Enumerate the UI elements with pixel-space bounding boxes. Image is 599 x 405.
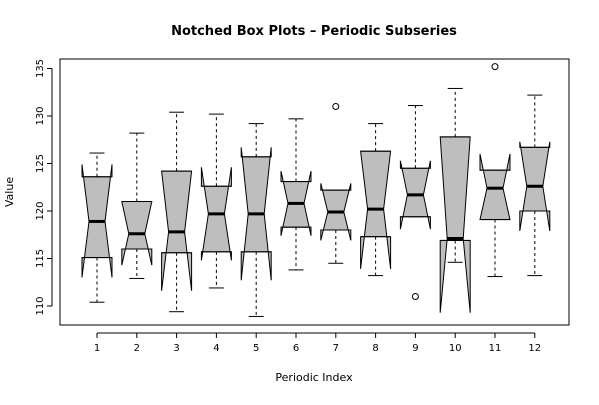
box-2 <box>121 132 153 279</box>
x-tick-label: 11 <box>489 343 502 354</box>
box-8 <box>360 123 392 277</box>
x-tick-label: 1 <box>94 343 100 354</box>
y-tick-label: 130 <box>35 106 46 125</box>
outlier-point <box>332 103 340 110</box>
box-6 <box>280 118 312 271</box>
x-tick-label: 7 <box>333 343 339 354</box>
x-axis-label: Periodic Index <box>275 371 353 384</box>
y-tick-label: 120 <box>35 201 46 220</box>
x-tick-label: 9 <box>412 343 418 354</box>
box-9 <box>399 105 431 300</box>
y-tick-label: 125 <box>35 154 46 173</box>
box-11 <box>479 63 511 278</box>
y-axis: 110 115 120 125 130 135 <box>35 59 53 316</box>
x-tick-label: 4 <box>213 343 219 354</box>
x-tick-label: 2 <box>134 343 140 354</box>
y-tick-label: 115 <box>35 249 46 268</box>
box-1 <box>81 152 113 303</box>
box-12 <box>519 94 551 277</box>
x-tick-label: 8 <box>372 343 378 354</box>
y-axis-label: Value <box>3 177 16 207</box>
box-4 <box>200 113 232 289</box>
y-tick-label: 110 <box>35 296 46 315</box>
x-tick-label: 6 <box>293 343 299 354</box>
x-tick-label: 10 <box>449 343 462 354</box>
box-3 <box>161 111 193 313</box>
box-10 <box>439 87 471 313</box>
y-tick-label: 135 <box>35 59 46 78</box>
plot-area-frame <box>59 58 570 326</box>
box-5 <box>240 123 272 317</box>
chart-title: Notched Box Plots – Periodic Subseries <box>171 24 457 39</box>
x-tick-label: 5 <box>253 343 259 354</box>
x-axis: 1 2 3 4 5 6 7 8 9 10 11 12 <box>94 332 541 354</box>
outlier-point <box>491 63 499 71</box>
x-tick-label: 3 <box>173 343 179 354</box>
notched-box <box>439 136 471 313</box>
box-7 <box>320 103 352 264</box>
box-series <box>81 63 551 317</box>
outlier-point <box>411 293 419 300</box>
x-tick-label: 12 <box>528 343 541 354</box>
